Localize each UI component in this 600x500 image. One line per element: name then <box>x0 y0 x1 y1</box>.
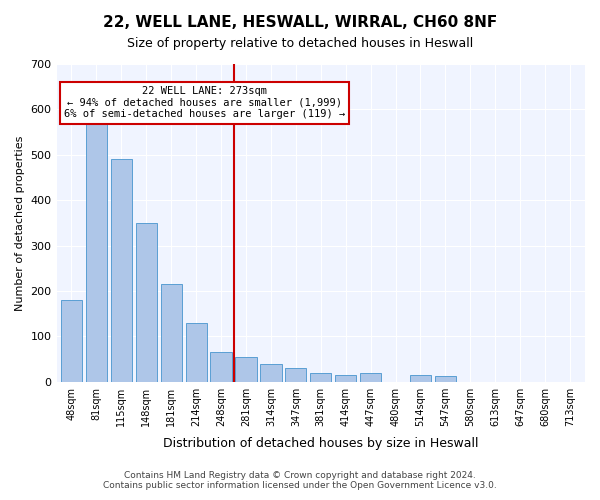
Bar <box>335 375 356 382</box>
Bar <box>86 118 107 382</box>
Text: 22 WELL LANE: 273sqm
← 94% of detached houses are smaller (1,999)
6% of semi-det: 22 WELL LANE: 273sqm ← 94% of detached h… <box>64 86 345 120</box>
Bar <box>360 374 381 382</box>
Text: 22, WELL LANE, HESWALL, WIRRAL, CH60 8NF: 22, WELL LANE, HESWALL, WIRRAL, CH60 8NF <box>103 15 497 30</box>
Y-axis label: Number of detached properties: Number of detached properties <box>15 135 25 310</box>
Bar <box>235 356 257 382</box>
Bar <box>61 300 82 382</box>
Bar <box>285 368 307 382</box>
Bar <box>185 322 207 382</box>
Text: Contains HM Land Registry data © Crown copyright and database right 2024.
Contai: Contains HM Land Registry data © Crown c… <box>103 470 497 490</box>
Bar <box>111 160 132 382</box>
Text: Size of property relative to detached houses in Heswall: Size of property relative to detached ho… <box>127 38 473 51</box>
Bar <box>136 223 157 382</box>
Bar <box>410 375 431 382</box>
Bar <box>310 372 331 382</box>
Bar <box>211 352 232 382</box>
Bar <box>161 284 182 382</box>
X-axis label: Distribution of detached houses by size in Heswall: Distribution of detached houses by size … <box>163 437 479 450</box>
Bar <box>435 376 456 382</box>
Bar <box>260 364 281 382</box>
